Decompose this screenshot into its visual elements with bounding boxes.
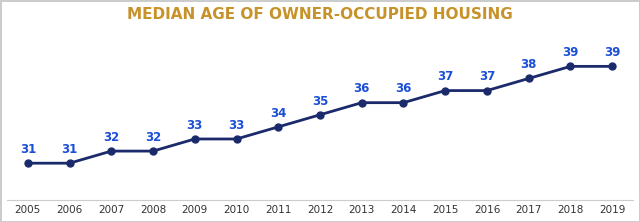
Text: 34: 34 [270, 107, 287, 120]
Text: 36: 36 [396, 82, 412, 95]
Text: 31: 31 [61, 143, 77, 156]
Text: 32: 32 [145, 131, 161, 144]
Text: 32: 32 [103, 131, 120, 144]
Text: 37: 37 [437, 70, 453, 83]
Text: 39: 39 [563, 46, 579, 59]
Text: 31: 31 [20, 143, 36, 156]
Text: 33: 33 [228, 119, 244, 132]
Text: 39: 39 [604, 46, 620, 59]
Title: MEDIAN AGE OF OWNER-OCCUPIED HOUSING: MEDIAN AGE OF OWNER-OCCUPIED HOUSING [127, 7, 513, 22]
Text: 35: 35 [312, 95, 328, 107]
Text: 36: 36 [353, 82, 370, 95]
Text: 38: 38 [520, 58, 537, 71]
Text: 37: 37 [479, 70, 495, 83]
Text: 33: 33 [187, 119, 203, 132]
